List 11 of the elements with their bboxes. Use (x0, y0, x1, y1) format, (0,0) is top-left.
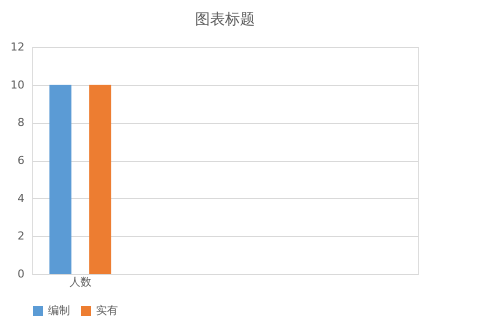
y-tick-label: 12 (10, 40, 24, 54)
chart-title: 图表标题 (195, 10, 255, 28)
x-tick-label: 人数 (69, 276, 92, 288)
y-tick-label: 0 (18, 268, 24, 280)
y-tick-label: 8 (18, 116, 24, 130)
y-tick-label: 10 (10, 78, 24, 92)
legend-label: 实有 (96, 304, 118, 317)
legend-label: 编制 (48, 304, 70, 317)
y-tick-label: 4 (18, 192, 24, 205)
y-tick-label: 6 (18, 154, 24, 167)
y-tick-label: 2 (18, 230, 24, 243)
